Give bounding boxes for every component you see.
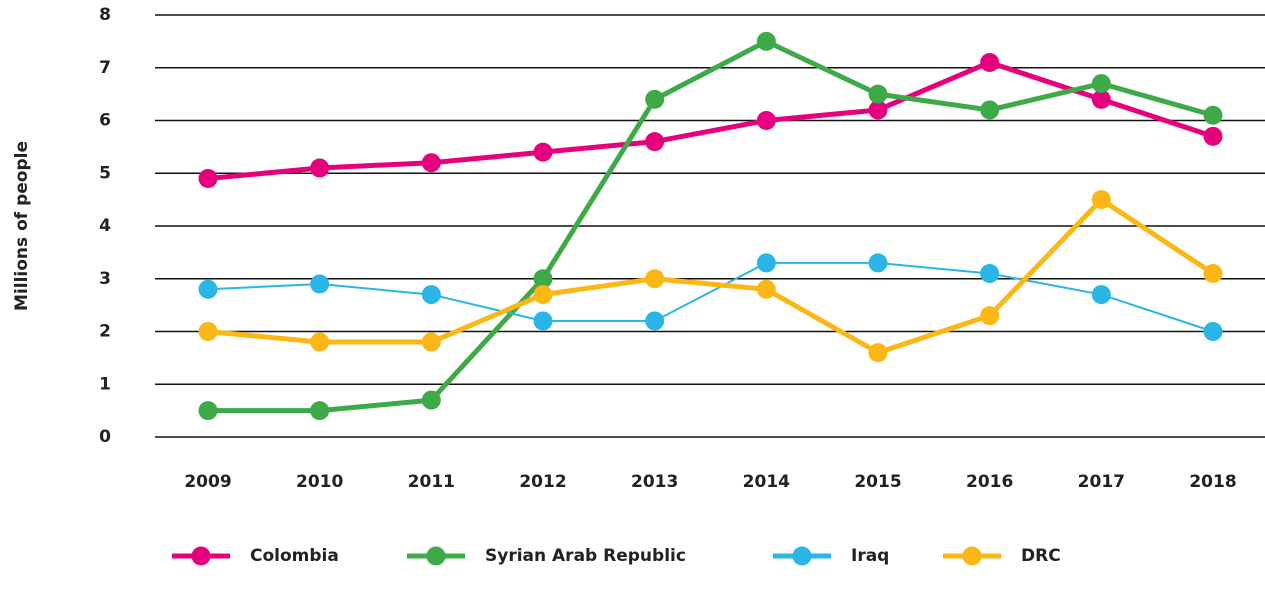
data-point — [645, 89, 665, 109]
data-point — [533, 142, 553, 162]
y-tick-label: 0 — [99, 427, 111, 447]
data-point — [533, 285, 553, 305]
data-point — [868, 343, 888, 363]
y-tick-label: 6 — [99, 111, 111, 131]
y-tick-label: 3 — [99, 269, 111, 289]
x-tick-label: 2017 — [1078, 472, 1125, 492]
data-point — [198, 401, 218, 421]
data-point — [980, 306, 1000, 326]
y-tick-label: 1 — [99, 374, 111, 394]
series-line — [207, 261, 1214, 333]
x-tick-label: 2013 — [631, 472, 678, 492]
data-point — [1203, 126, 1223, 146]
data-point — [1091, 190, 1111, 210]
legend-marker — [962, 546, 982, 566]
y-tick-label: 4 — [99, 216, 111, 236]
data-point — [868, 100, 888, 120]
data-point — [645, 269, 665, 289]
x-tick-label: 2016 — [966, 472, 1013, 492]
data-point — [980, 52, 1000, 72]
data-point — [421, 285, 441, 305]
data-point — [310, 158, 330, 178]
data-point — [645, 132, 665, 152]
data-point — [868, 253, 888, 273]
x-tick-label: 2014 — [743, 472, 790, 492]
series-line — [207, 197, 1215, 356]
data-point — [980, 100, 1000, 120]
data-point — [533, 269, 553, 289]
legend-marker — [792, 546, 812, 566]
data-point — [756, 111, 776, 130]
data-point — [533, 311, 553, 331]
data-point — [1203, 105, 1223, 125]
data-point — [1091, 74, 1111, 94]
data-point — [310, 274, 330, 294]
legend-label: DRC — [1021, 546, 1061, 566]
data-point — [421, 153, 441, 173]
x-tick-label: 2011 — [408, 472, 455, 492]
data-point — [421, 390, 441, 410]
data-point — [198, 322, 218, 341]
x-tick-label: 2015 — [854, 472, 901, 492]
data-point — [645, 311, 665, 331]
y-tick-label: 8 — [99, 5, 111, 25]
data-point — [310, 332, 330, 352]
x-tick-label: 2018 — [1189, 472, 1236, 492]
data-point — [421, 332, 441, 352]
legend-label: Iraq — [851, 546, 889, 566]
legend-marker — [426, 546, 446, 566]
y-tick-label: 7 — [99, 58, 111, 78]
data-point — [1203, 322, 1223, 341]
series-line — [207, 59, 1214, 182]
data-point — [198, 169, 218, 189]
y-tick-label: 5 — [99, 163, 111, 183]
data-point — [1091, 285, 1111, 305]
x-tick-label: 2009 — [184, 472, 231, 492]
legend-label: Syrian Arab Republic — [485, 546, 686, 566]
data-point — [868, 84, 888, 104]
data-point — [310, 401, 330, 421]
data-point — [198, 279, 218, 299]
data-point — [756, 31, 776, 51]
data-point — [756, 253, 776, 273]
legend-marker — [191, 546, 211, 566]
legend-label: Colombia — [250, 546, 339, 566]
series-line — [208, 38, 1214, 414]
x-tick-label: 2012 — [519, 472, 566, 492]
data-point — [1091, 89, 1111, 109]
y-axis-title: Millions of people — [12, 141, 32, 311]
x-tick-label: 2010 — [296, 472, 343, 492]
data-point — [756, 279, 776, 299]
data-point — [980, 263, 1000, 283]
y-tick-label: 2 — [99, 322, 111, 342]
data-point — [1203, 263, 1223, 283]
